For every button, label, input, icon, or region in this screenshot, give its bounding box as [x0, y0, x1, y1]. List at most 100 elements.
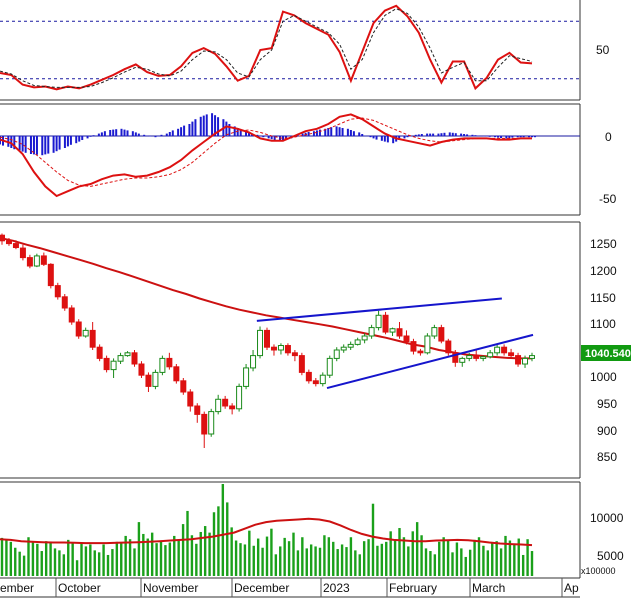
- volume-bar: [14, 547, 17, 576]
- price-candle-body: [291, 352, 298, 357]
- oscillator-series-line: [0, 8, 533, 88]
- price-candle-body: [389, 328, 396, 333]
- volume-bar: [208, 532, 211, 576]
- price-candle-body: [201, 413, 208, 435]
- price-candle-body: [117, 355, 124, 362]
- volume-bar: [491, 542, 494, 576]
- macd-histogram-bar: [315, 130, 318, 136]
- macd-histogram-bar: [403, 136, 406, 139]
- macd-histogram-bar: [426, 133, 429, 136]
- volume-bar: [477, 537, 481, 576]
- macd-histogram-bar: [443, 132, 446, 136]
- volume-bar: [424, 548, 428, 576]
- price-candle-body: [480, 356, 487, 359]
- macd-histogram-bar: [437, 133, 440, 136]
- price-candle-body: [54, 285, 61, 298]
- price-ytick-label: 1100: [590, 317, 616, 331]
- macd-histogram-bar: [24, 136, 27, 153]
- volume-bar: [464, 556, 467, 576]
- price-candle-body: [159, 357, 166, 373]
- macd-histogram-bar: [417, 134, 420, 136]
- price-candle-body: [26, 257, 33, 267]
- macd-histogram-bar: [78, 136, 81, 142]
- price-candle-body: [445, 340, 452, 354]
- oscillator-panel: 50: [0, 0, 610, 101]
- volume-bar: [115, 541, 119, 576]
- price-candle-body: [180, 380, 187, 393]
- macd-histogram-bar: [112, 129, 115, 136]
- price-trendline: [326, 333, 534, 390]
- price-candle-body: [361, 335, 368, 341]
- x-tick-label: Ap: [564, 581, 579, 595]
- macd-histogram-bar: [341, 128, 344, 136]
- price-candle-body: [222, 398, 229, 407]
- volume-bar: [526, 539, 529, 576]
- macd-series-line: [0, 117, 532, 187]
- volume-bar: [89, 544, 92, 576]
- volume-bar: [75, 560, 79, 576]
- volume-unit-label: x100000: [581, 566, 616, 576]
- macd-histogram-bar: [485, 136, 488, 137]
- price-candle-body: [103, 357, 110, 371]
- price-candle-body: [5, 240, 12, 245]
- x-tick-label: 2023: [323, 581, 350, 595]
- macd-histogram-bar: [522, 136, 525, 138]
- price-candle-body: [187, 391, 194, 407]
- volume-bar: [508, 540, 512, 576]
- volume-bar: [332, 541, 335, 576]
- macd-histogram-bar: [154, 136, 157, 138]
- volume-bar: [36, 543, 39, 576]
- volume-bar: [367, 539, 370, 576]
- price-candle-body: [298, 355, 305, 373]
- volume-bar: [128, 539, 132, 576]
- macd-histogram-bar: [44, 136, 47, 155]
- macd-histogram-bar: [233, 126, 236, 136]
- x-tick-label: November: [143, 581, 198, 595]
- price-candle-body: [333, 349, 340, 359]
- price-candle-body: [277, 345, 284, 351]
- macd-histogram-bar: [171, 130, 174, 136]
- volume-bar: [327, 537, 331, 576]
- macd-histogram-bar: [211, 113, 214, 136]
- macd-histogram-bar: [63, 136, 66, 148]
- macd-histogram-bar: [109, 130, 112, 136]
- volume-bar: [195, 543, 198, 576]
- volume-bar: [58, 550, 61, 576]
- macd-histogram-bar: [474, 135, 477, 136]
- volume-bar: [62, 554, 66, 576]
- volume-bar: [31, 541, 35, 576]
- price-candle-body: [124, 352, 131, 357]
- volume-bar: [318, 547, 322, 576]
- macd-histogram-bar: [364, 135, 367, 137]
- volume-bar: [402, 537, 406, 576]
- volume-bar: [155, 543, 158, 576]
- macd-histogram-bar: [460, 133, 463, 136]
- volume-bar: [305, 548, 308, 576]
- macd-histogram-bar: [448, 132, 451, 136]
- price-panel: 1250 1200 1150 1100 1050 1000 950 900 85…: [0, 221, 631, 479]
- macd-histogram-bar: [505, 136, 508, 139]
- price-candle-body: [529, 355, 535, 359]
- macd-histogram-bar: [358, 132, 361, 136]
- volume-plot: [0, 484, 534, 576]
- volume-bar: [442, 537, 445, 576]
- volume-bar: [340, 544, 344, 576]
- price-candle-body: [459, 357, 466, 363]
- volume-bar: [67, 539, 70, 576]
- macd-histogram-bar: [92, 135, 95, 136]
- x-axis: ember October November December 2023 Feb…: [0, 577, 580, 598]
- price-candle-body: [319, 374, 326, 385]
- volume-bar: [252, 545, 255, 576]
- price-plot: [0, 233, 535, 448]
- price-candle-body: [131, 352, 138, 365]
- macd-histogram-bar: [149, 136, 152, 137]
- volume-bar: [336, 549, 339, 576]
- macd-histogram-bar: [327, 128, 330, 136]
- volume-bar: [137, 522, 141, 576]
- volume-bar: [486, 550, 490, 576]
- price-candle-body: [110, 360, 117, 371]
- price-candle-body: [431, 327, 438, 337]
- volume-bar: [221, 484, 225, 576]
- volume-moving-average-line: [0, 517, 533, 547]
